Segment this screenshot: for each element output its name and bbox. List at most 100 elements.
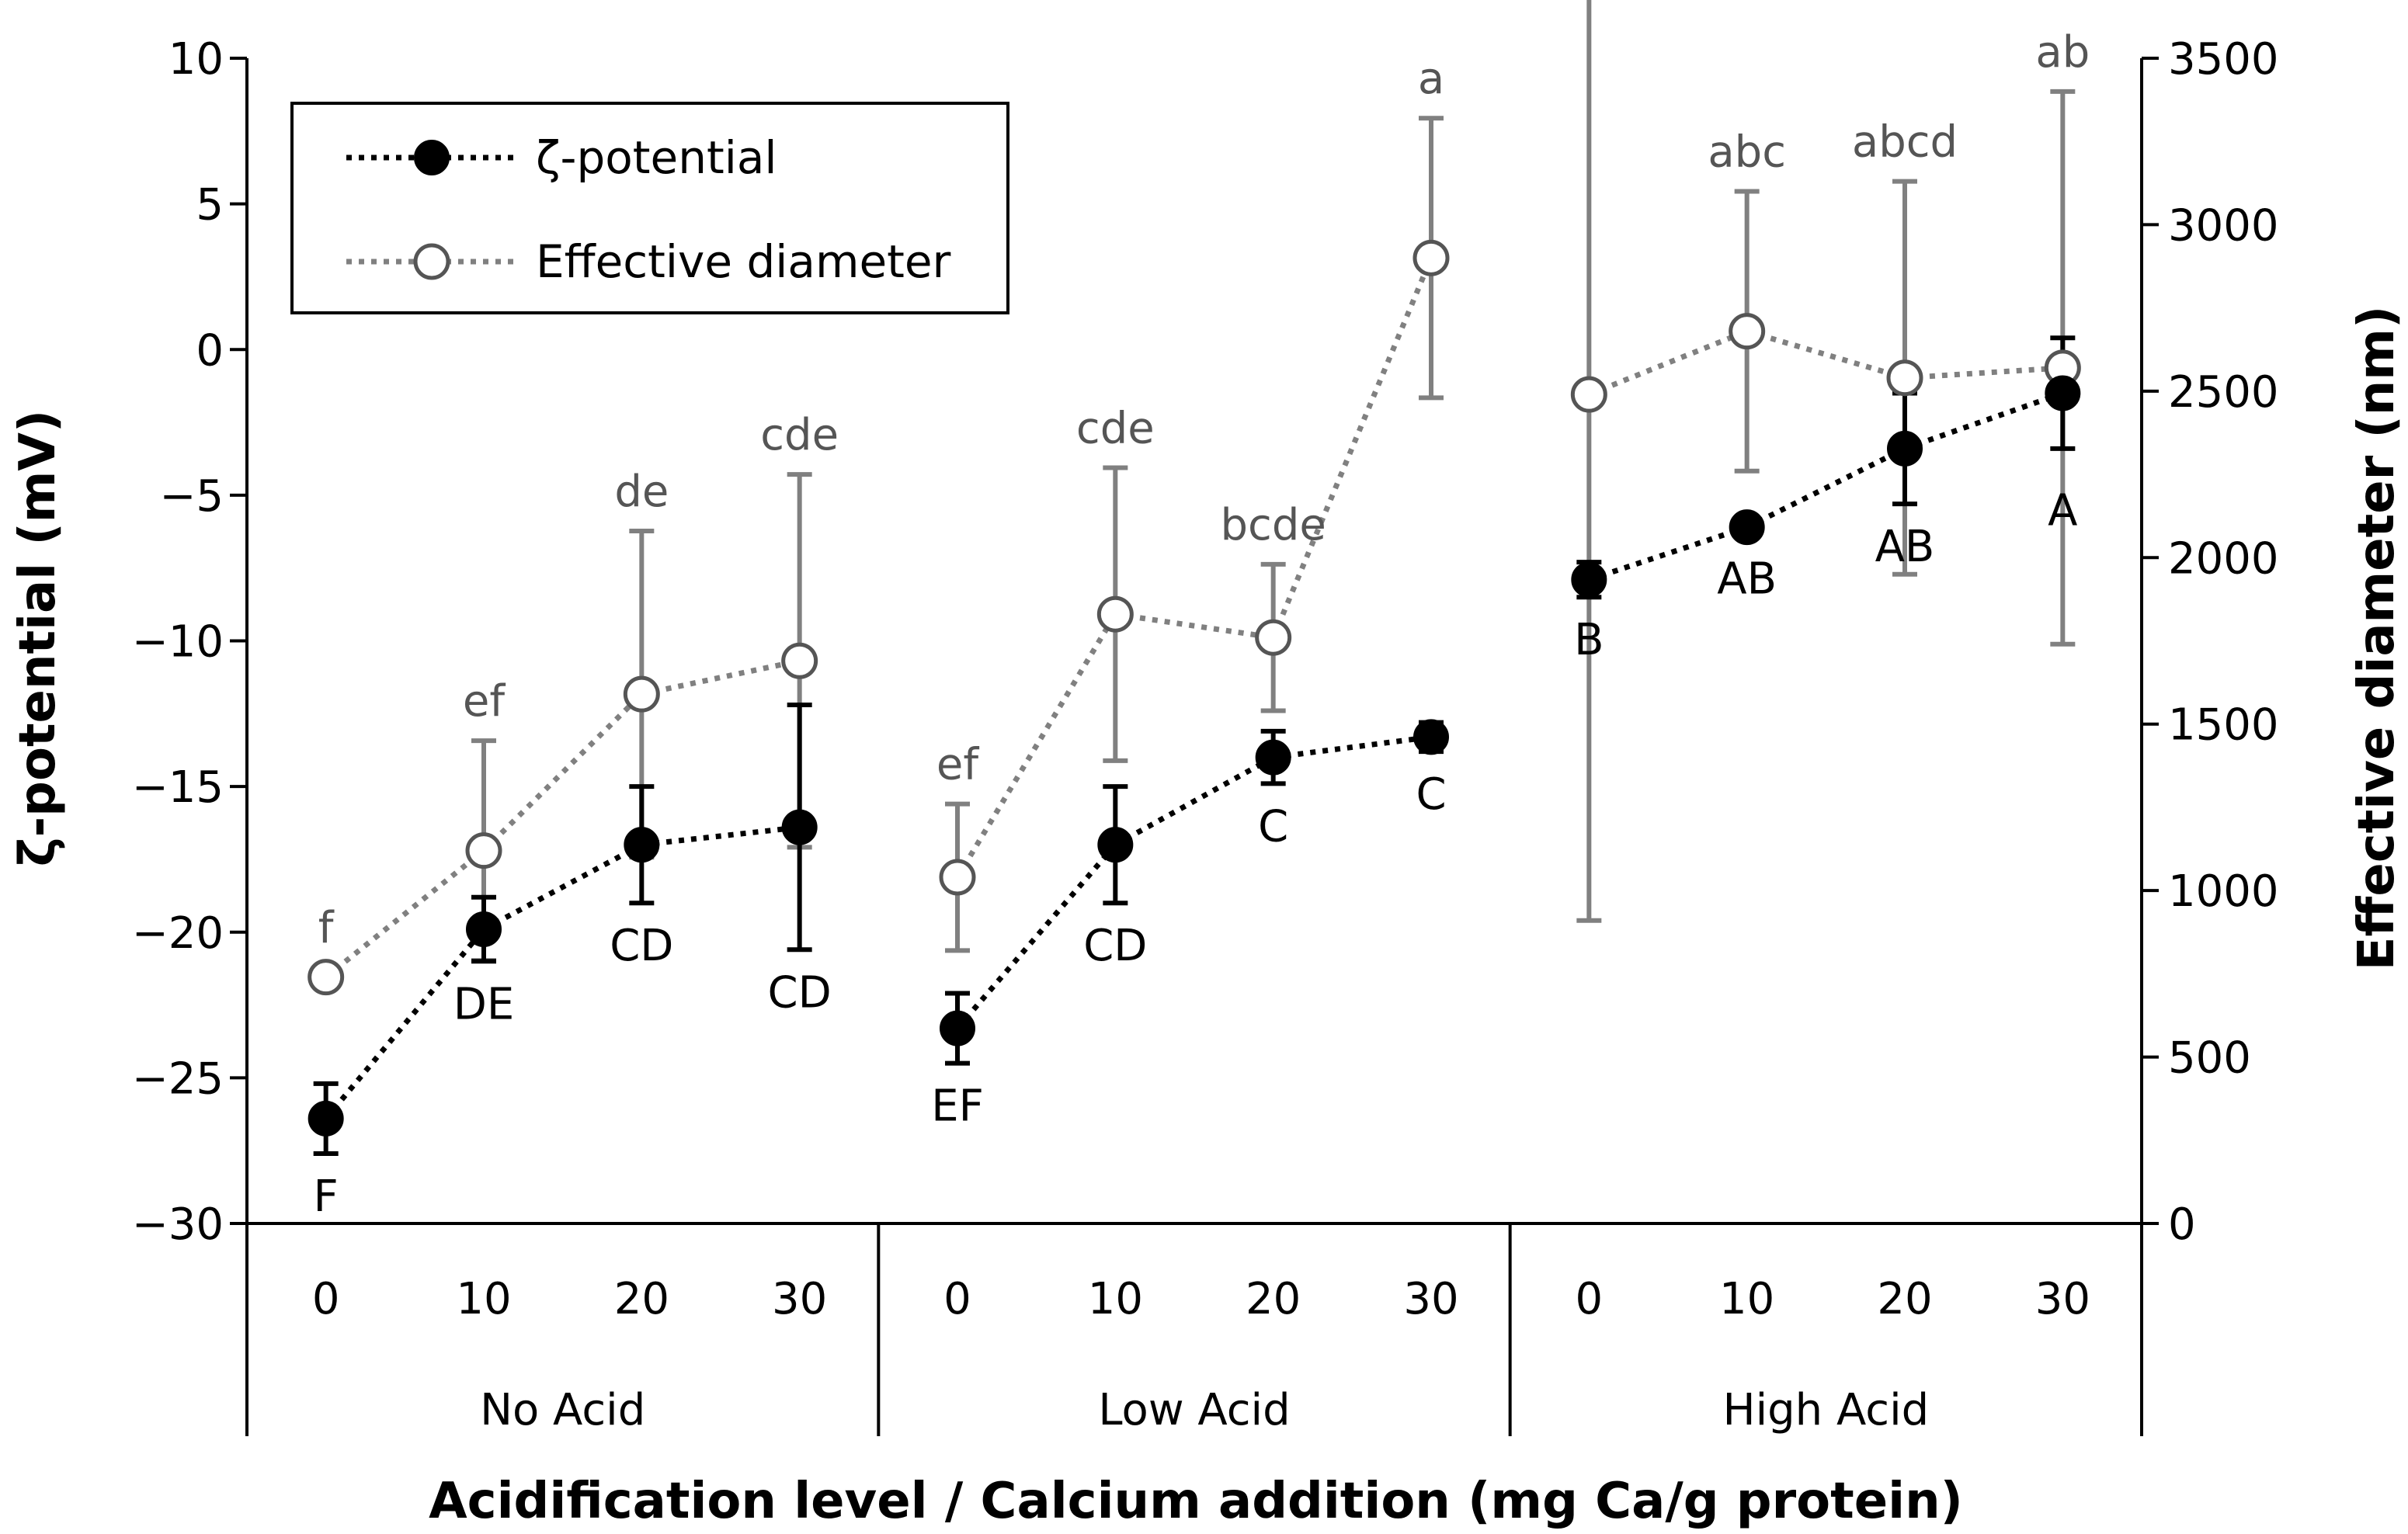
x-category-label: 30 [2035, 1274, 2090, 1324]
zeta-point [940, 1010, 975, 1046]
y2-tick-label: 1500 [2168, 700, 2279, 751]
zeta-sig-label: EF [931, 1081, 984, 1132]
x-category-label: 20 [1877, 1274, 1932, 1324]
x-group-label: High Acid [1722, 1385, 1929, 1435]
zeta-sig-label: AB [1875, 522, 1935, 572]
zeta-error-bars [313, 335, 2076, 1156]
zeta-line-segment [482, 842, 643, 932]
zeta-point [2045, 375, 2081, 411]
diameter-sig-label: bcde [1220, 500, 1326, 550]
diameter-sig-label: de [614, 467, 669, 517]
zeta-line-segment [955, 842, 1117, 1030]
x-category-label: 10 [456, 1274, 511, 1324]
diameter-point [308, 959, 345, 996]
diameter-sig-label: ef [463, 676, 506, 727]
x-category-label: 10 [1088, 1274, 1143, 1324]
legend: ζ-potential Effective diameter [290, 102, 1009, 314]
zeta-line-segment [323, 927, 486, 1121]
legend-diameter-marker [413, 243, 450, 280]
diameter-point [465, 832, 502, 869]
axes: 1050−5−10−15−20−25−303500300025002000150… [132, 34, 2279, 1436]
x-group-label: No Acid [480, 1385, 645, 1435]
y2-tick-label: 3000 [2168, 200, 2279, 251]
diameter-sig-label: ef [936, 740, 979, 790]
y-tick-label: −15 [132, 762, 224, 813]
zeta-point [781, 809, 818, 845]
diameter-point [1412, 239, 1450, 276]
diameter-sig-label: cde [760, 410, 839, 460]
y2-tick-label: 500 [2168, 1033, 2251, 1084]
diameter-point [1255, 619, 1292, 656]
legend-zeta-label: ζ-potential [536, 131, 777, 184]
y2-tick-label: 1000 [2168, 866, 2279, 917]
zeta-point [466, 911, 502, 947]
diameter-sig-label: abcd [1852, 117, 1958, 168]
series-lines [323, 256, 2064, 1121]
zeta-sig-label: AB [1717, 554, 1777, 604]
legend-box [290, 102, 1009, 314]
x-category-label: 0 [1576, 1274, 1604, 1324]
diameter-sig-label: cde [1076, 403, 1155, 453]
y2-tick-label: 2000 [2168, 533, 2279, 584]
diameter-sig-label: a [1418, 54, 1444, 104]
zeta-line-segment [1273, 734, 1432, 761]
diameter-line-segment [1114, 611, 1274, 640]
diameter-line-segment [1746, 328, 1906, 381]
diameter-point [1729, 313, 1766, 350]
diameter-point [623, 675, 660, 713]
y-tick-label: −5 [159, 471, 224, 522]
zeta-sig-label: CD [1083, 921, 1147, 971]
zeta-line-segment [1746, 446, 1906, 530]
x-group-label: Low Acid [1098, 1385, 1290, 1435]
zeta-sig-label: F [314, 1171, 339, 1222]
x-category-label: 30 [772, 1274, 827, 1324]
zeta-point [1097, 827, 1134, 863]
diameter-line-segment [1270, 256, 1434, 639]
zeta-point [308, 1100, 344, 1137]
diameter-point [1570, 376, 1607, 413]
diameter-point [781, 642, 818, 679]
zeta-line-segment [641, 824, 801, 848]
zeta-point [1729, 509, 1765, 546]
significance-labels: fefdecdeefcdebcdeaabcdabcabcdabFDECDCDEF… [314, 27, 2090, 1222]
diameter-line-segment [481, 692, 644, 853]
legend-diameter-label: Effective diameter [536, 235, 951, 288]
x-category-label: 10 [1719, 1274, 1774, 1324]
zeta-point [624, 827, 660, 863]
x-category-label: 0 [943, 1274, 971, 1324]
diameter-sig-label: ab [2035, 27, 2090, 78]
zeta-point [1255, 739, 1291, 776]
diameter-line-segment [1904, 365, 2063, 381]
zeta-sig-label: A [2048, 486, 2077, 536]
y-axis-title: ζ-potential (mV) [9, 410, 67, 866]
series-markers [308, 239, 2081, 1137]
zeta-line-segment [1903, 390, 2064, 452]
y2-tick-label: 0 [2168, 1199, 2196, 1250]
zeta-point [1571, 561, 1607, 598]
y-tick-label: −10 [132, 617, 224, 668]
diameter-sig-label: f [318, 903, 335, 953]
zeta-sig-label: C [1416, 769, 1446, 820]
y-tick-label: 10 [169, 34, 224, 85]
diameter-line-segment [1588, 328, 1748, 397]
y2-tick-label: 2500 [2168, 367, 2279, 418]
y-tick-label: −30 [132, 1199, 224, 1250]
x-category-label: 20 [614, 1274, 669, 1324]
y2-tick-label: 3500 [2168, 34, 2279, 85]
diameter-line-segment [954, 613, 1118, 879]
zeta-sig-label: C [1258, 801, 1288, 852]
diameter-line-segment [324, 848, 486, 980]
y-tick-label: 5 [196, 180, 224, 231]
y-tick-label: −20 [132, 908, 224, 959]
zeta-point [1887, 430, 1923, 467]
diameter-point [939, 859, 976, 896]
diameter-line-segment [641, 658, 801, 697]
x-category-label: 30 [1403, 1274, 1458, 1324]
legend-zeta-marker [414, 140, 450, 175]
diameter-point [1096, 595, 1134, 633]
x-axis-title: Acidification level / Calcium addition (… [429, 1473, 1963, 1530]
zeta-sig-label: B [1574, 615, 1604, 665]
diameter-point [1886, 359, 1923, 397]
